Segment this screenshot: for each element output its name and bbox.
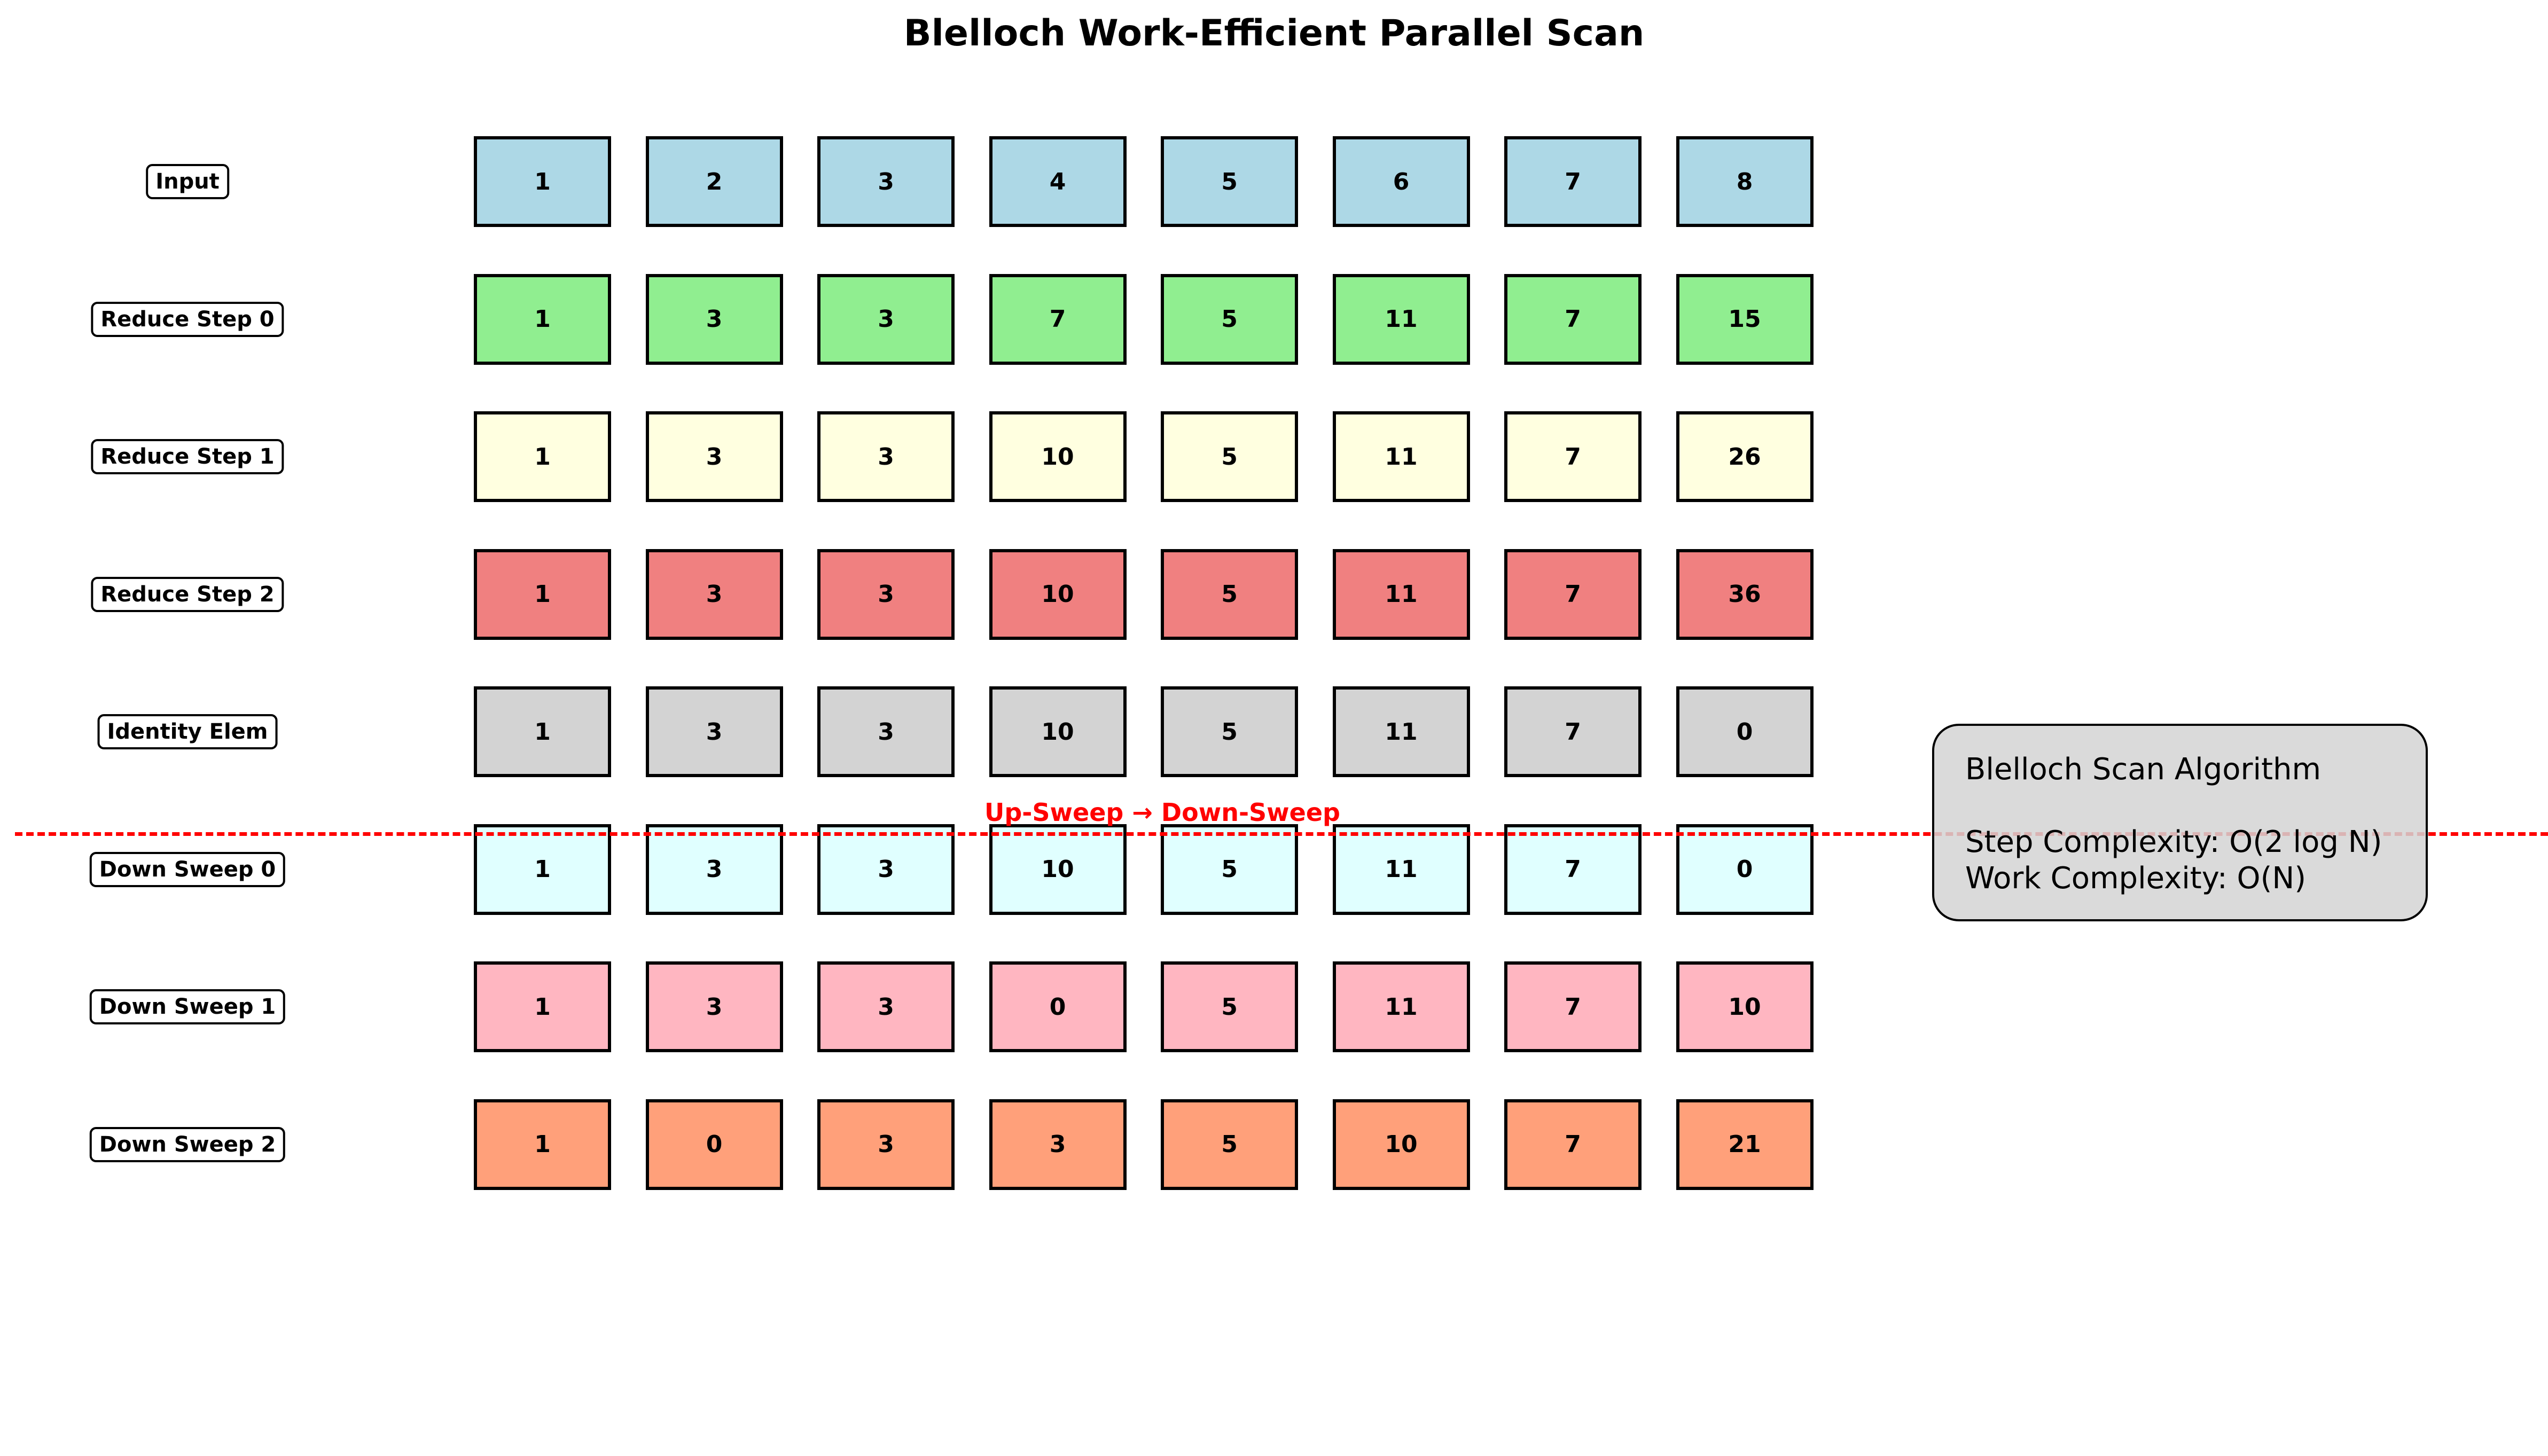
info-box-spacer xyxy=(1965,788,2395,824)
scan-cell: 11 xyxy=(1332,549,1470,640)
scan-cell: 5 xyxy=(1161,273,1298,365)
scan-cell: 5 xyxy=(1161,411,1298,502)
scan-cell: 7 xyxy=(1504,961,1642,1052)
scan-cell: 7 xyxy=(1504,824,1642,915)
row-label: Reduce Step 0 xyxy=(91,301,284,337)
scan-cell: 1 xyxy=(474,686,611,777)
scan-cell: 3 xyxy=(817,411,955,502)
scan-cell: 3 xyxy=(645,549,783,640)
info-box-title: Blelloch Scan Algorithm xyxy=(1965,752,2322,787)
scan-cell: 0 xyxy=(989,961,1127,1052)
scan-cell: 10 xyxy=(989,549,1127,640)
scan-cell: 3 xyxy=(645,273,783,365)
scan-cell: 7 xyxy=(1504,136,1642,227)
row-label: Down Sweep 0 xyxy=(89,851,286,887)
row-label: Reduce Step 1 xyxy=(91,439,284,474)
scan-cell: 5 xyxy=(1161,549,1298,640)
scan-cell: 5 xyxy=(1161,824,1298,915)
scan-cell: 7 xyxy=(1504,1099,1642,1190)
scan-cell: 10 xyxy=(1332,1099,1470,1190)
scan-cell: 3 xyxy=(989,1099,1127,1190)
scan-cell: 3 xyxy=(817,686,955,777)
scan-cell: 1 xyxy=(474,1099,611,1190)
scan-cell: 7 xyxy=(989,273,1127,365)
scan-cell: 3 xyxy=(817,273,955,365)
scan-cell: 3 xyxy=(645,411,783,502)
scan-cell: 21 xyxy=(1676,1099,1814,1190)
scan-cell: 10 xyxy=(989,824,1127,915)
scan-cell: 7 xyxy=(1504,686,1642,777)
scan-cell: 5 xyxy=(1161,961,1298,1052)
scan-cell: 0 xyxy=(1676,686,1814,777)
scan-cell: 3 xyxy=(645,961,783,1052)
scan-cell: 0 xyxy=(1676,824,1814,915)
scan-cell: 1 xyxy=(474,136,611,227)
scan-cell: 6 xyxy=(1332,136,1470,227)
row-label: Input xyxy=(146,164,229,199)
sweep-divider-line xyxy=(15,832,2548,836)
scan-cell: 11 xyxy=(1332,686,1470,777)
scan-cell: 8 xyxy=(1676,136,1814,227)
scan-cell: 3 xyxy=(817,549,955,640)
row-label: Down Sweep 2 xyxy=(89,1126,286,1162)
scan-cell: 10 xyxy=(989,411,1127,502)
scan-cell: 0 xyxy=(645,1099,783,1190)
scan-cell: 4 xyxy=(989,136,1127,227)
scan-cell: 10 xyxy=(989,686,1127,777)
scan-cell: 7 xyxy=(1504,549,1642,640)
scan-cell: 3 xyxy=(645,686,783,777)
scan-cell: 11 xyxy=(1332,411,1470,502)
scan-cell: 3 xyxy=(817,1099,955,1190)
scan-cell: 7 xyxy=(1504,273,1642,365)
scan-cell: 5 xyxy=(1161,136,1298,227)
info-box-work-complexity: Work Complexity: O(N) xyxy=(1965,861,2307,896)
scan-cell: 1 xyxy=(474,411,611,502)
scan-cell: 1 xyxy=(474,273,611,365)
sweep-divider-label: Up-Sweep → Down-Sweep xyxy=(984,798,1340,827)
scan-cell: 5 xyxy=(1161,1099,1298,1190)
scan-cell: 11 xyxy=(1332,273,1470,365)
scan-cell: 3 xyxy=(645,824,783,915)
scan-cell: 10 xyxy=(1676,961,1814,1052)
row-label: Identity Elem xyxy=(97,714,278,749)
scan-cell: 11 xyxy=(1332,961,1470,1052)
scan-cell: 5 xyxy=(1161,686,1298,777)
scan-cell: 3 xyxy=(817,961,955,1052)
diagram-title: Blelloch Work-Efficient Parallel Scan xyxy=(903,12,1645,54)
row-label: Down Sweep 1 xyxy=(89,989,286,1024)
scan-cell: 7 xyxy=(1504,411,1642,502)
scan-cell: 26 xyxy=(1676,411,1814,502)
algorithm-info-box: Blelloch Scan Algorithm Step Complexity:… xyxy=(1932,724,2428,921)
scan-cell: 11 xyxy=(1332,824,1470,915)
info-box-step-complexity: Step Complexity: O(2 log N) xyxy=(1965,825,2382,859)
scan-cell: 36 xyxy=(1676,549,1814,640)
scan-cell: 3 xyxy=(817,136,955,227)
scan-cell: 2 xyxy=(645,136,783,227)
scan-cell: 1 xyxy=(474,824,611,915)
scan-cell: 1 xyxy=(474,961,611,1052)
scan-cell: 1 xyxy=(474,549,611,640)
scan-cell: 3 xyxy=(817,824,955,915)
row-label: Reduce Step 2 xyxy=(91,576,284,612)
scan-cell: 15 xyxy=(1676,273,1814,365)
